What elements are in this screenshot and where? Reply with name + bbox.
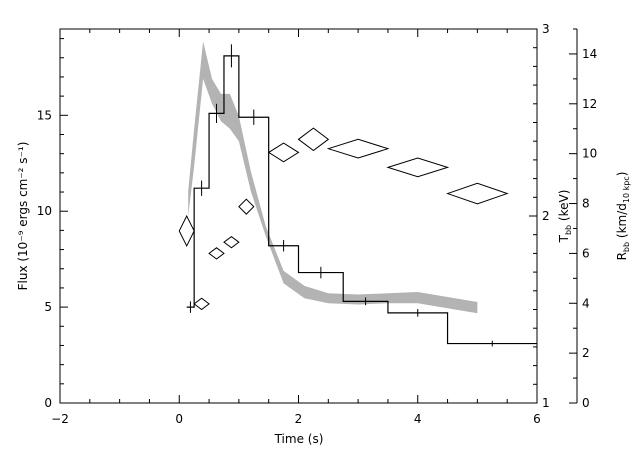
temperature-diamond: [297, 127, 330, 152]
y3-tick-label: 8: [582, 197, 590, 211]
temperature-diamond: [326, 138, 390, 159]
x-axis-label: Time (s): [274, 432, 324, 446]
temperature-diamond: [178, 214, 195, 248]
x-tick-label: 2: [295, 412, 303, 426]
temperature-diamond: [193, 297, 210, 311]
x-tick-label: 0: [175, 412, 183, 426]
y2-tick-label: 2: [542, 209, 550, 223]
y3-tick-label: 10: [582, 147, 597, 161]
flux-histogram-line: [186, 55, 537, 345]
temperature-diamond: [267, 142, 300, 163]
temperature-diamond: [238, 198, 255, 215]
y3-label-main: R: [615, 252, 629, 260]
flux-histogram-layer: [186, 44, 537, 347]
y3-label-unit-post: ): [615, 172, 629, 177]
y3-tick-label: 12: [582, 97, 597, 111]
x-tick-label: 6: [533, 412, 541, 426]
y3-tick-label: 2: [582, 346, 590, 360]
y2-label-subscript: bb: [564, 225, 573, 235]
x-tick-label: −2: [51, 412, 69, 426]
y2-tick-label: 3: [542, 22, 550, 36]
y2-axis-label: Tbb (keV): [557, 190, 573, 244]
temperature-diamond-layer: [178, 127, 509, 311]
y3-axis-label: Rbb (km/d10 kpc): [615, 172, 631, 261]
y3-label-subscript: bb: [622, 242, 631, 252]
y-axis-label: Flux (10⁻⁹ ergs cm⁻² s⁻¹): [16, 142, 30, 291]
y2-label-unit: (keV): [557, 190, 571, 225]
temperature-diamond: [386, 157, 450, 178]
y-tick-label: 5: [44, 300, 52, 314]
y3-label-unit-subscript: 10 kpc: [622, 176, 631, 203]
temperature-diamond: [208, 247, 225, 260]
y-tick-label: 15: [37, 108, 52, 122]
y2-tick-label: 1: [542, 396, 550, 410]
y3-tick-label: 6: [582, 246, 590, 260]
y3-label-unit-pre: (km/d: [615, 203, 629, 242]
x-tick-label: 4: [414, 412, 422, 426]
y3-tick-label: 4: [582, 296, 590, 310]
temperature-diamond: [446, 182, 509, 205]
y-tick-label: 10: [37, 204, 52, 218]
plot-frame: [59, 28, 538, 404]
temperature-diamond: [223, 235, 240, 249]
y-tick-label: 0: [44, 396, 52, 410]
y3-tick-label: 14: [582, 47, 597, 61]
y3-tick-label: 0: [582, 396, 590, 410]
y2-label-main: T: [557, 234, 571, 243]
